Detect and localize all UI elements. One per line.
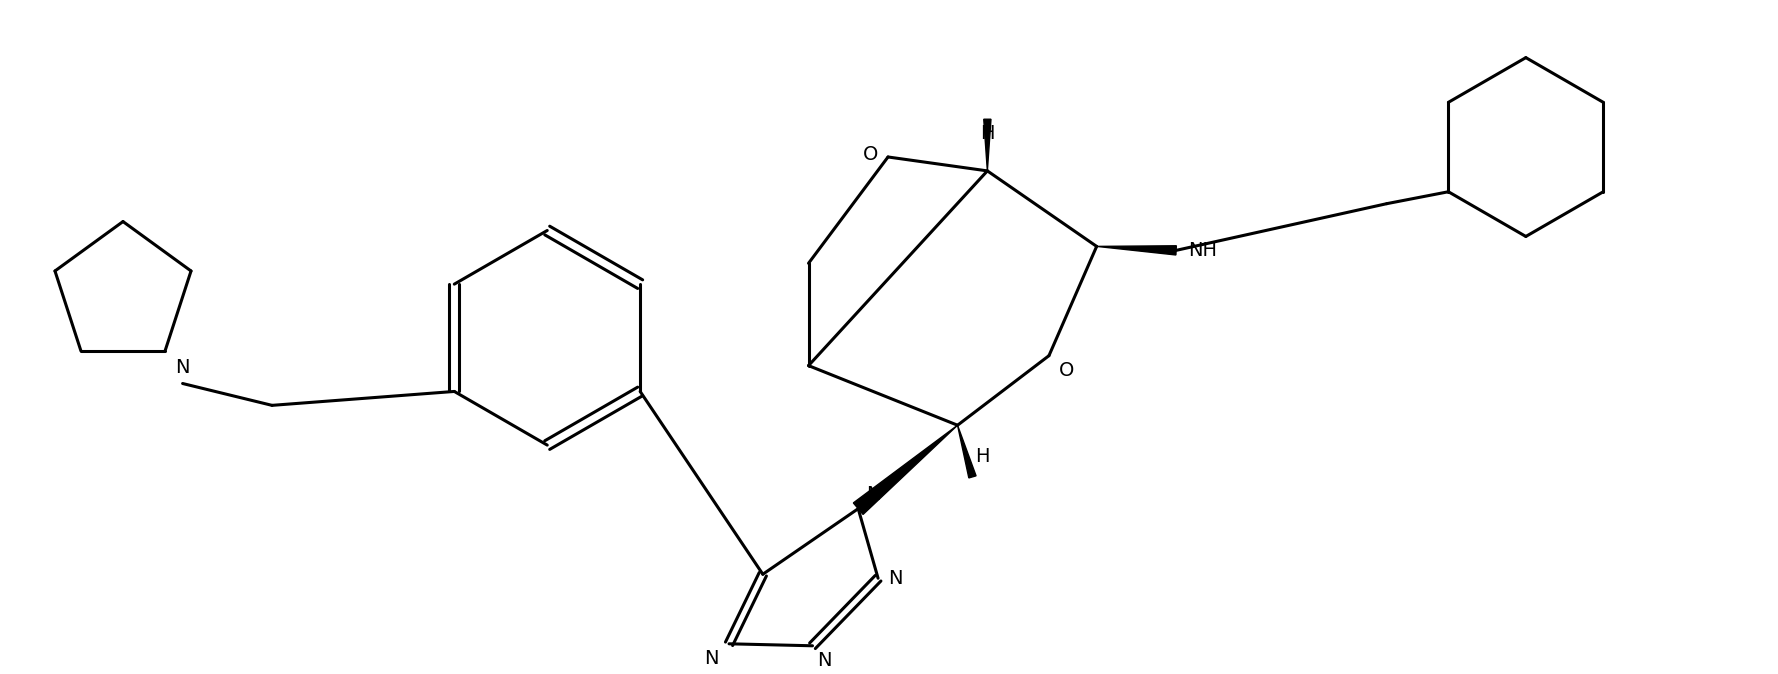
Text: N: N xyxy=(818,651,832,670)
Text: N: N xyxy=(176,358,190,377)
Text: H: H xyxy=(980,124,994,143)
Text: N: N xyxy=(866,485,880,503)
Polygon shape xyxy=(1097,246,1177,255)
Text: O: O xyxy=(1060,361,1074,379)
Text: N: N xyxy=(704,649,718,668)
Text: O: O xyxy=(862,146,878,164)
Polygon shape xyxy=(983,119,990,171)
Polygon shape xyxy=(853,425,958,514)
Text: NH: NH xyxy=(1188,241,1218,260)
Text: H: H xyxy=(976,447,990,466)
Text: N: N xyxy=(887,569,903,588)
Polygon shape xyxy=(958,425,976,478)
